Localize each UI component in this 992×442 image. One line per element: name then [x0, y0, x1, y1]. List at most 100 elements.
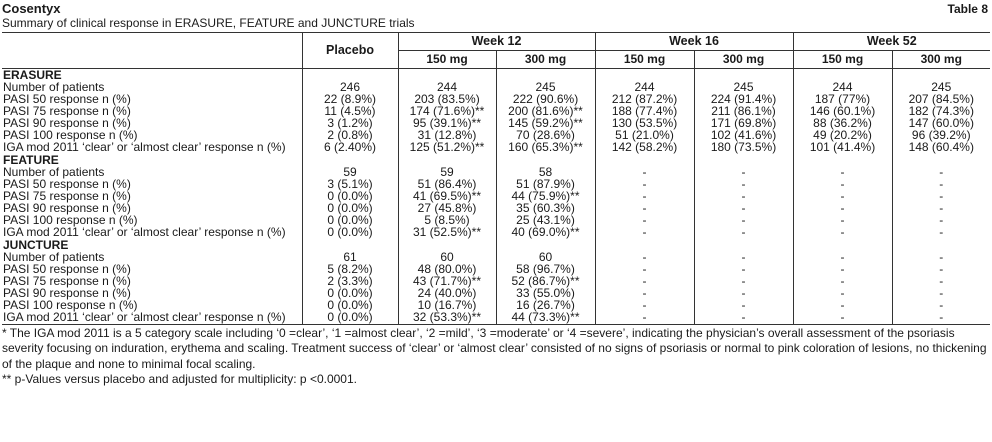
dose-header-w52-300: 300 mg: [891, 50, 990, 69]
table-row: PASI 50 response n (%) 5 (8.2%) 48 (80.0%)…: [2, 264, 990, 276]
table-cell: 148 (60.4%): [891, 142, 990, 154]
table-cell: 59: [301, 167, 398, 179]
table-cell: 222 (90.6%): [495, 94, 595, 106]
section-spacer-cell: [397, 154, 496, 167]
table-cell: -: [792, 312, 892, 325]
section-spacer-cell: [792, 239, 892, 252]
table-cell: 3 (1.2%): [301, 118, 398, 130]
section-spacer-cell: [693, 154, 793, 167]
table-cell: 244: [594, 82, 694, 94]
table-cell: 10 (16.7%): [397, 300, 496, 312]
table-cell: 180 (73.5%): [693, 142, 793, 154]
table-cell: -: [693, 179, 793, 191]
table-cell: -: [594, 276, 694, 288]
table-row: PASI 100 response n (%) 2 (0.8%) 31 (12.8%…: [2, 130, 990, 142]
table-cell: 41 (69.5%)**: [397, 191, 496, 203]
table-cell: 48 (80.0%): [397, 264, 496, 276]
section-spacer-cell: [495, 239, 595, 252]
table-row: Number of patients 61 60 60- - - -: [2, 252, 990, 264]
table-cell: -: [891, 215, 990, 227]
row-label: PASI 90 response n (%): [3, 118, 131, 130]
table-cell: 171 (69.8%): [693, 118, 793, 130]
table-cell: -: [891, 252, 990, 264]
table-cell: 51 (86.4%): [397, 179, 496, 191]
table-cell: 11 (4.5%): [301, 106, 398, 118]
table-cell: -: [891, 264, 990, 276]
table-cell: -: [594, 312, 694, 325]
label-column-header: [2, 33, 302, 69]
section-spacer-cell: [495, 68, 595, 82]
table-cell: 174 (71.6%)**: [397, 106, 496, 118]
table-cell: 43 (71.7%)**: [397, 276, 496, 288]
dose-header-w12-300: 300 mg: [495, 50, 595, 69]
table-cell: -: [594, 288, 694, 300]
section-spacer-cell: [397, 239, 496, 252]
table-row: PASI 90 response n (%) 0 (0.0%) 24 (40.0%)…: [2, 288, 990, 300]
table-cell: -: [792, 167, 892, 179]
table-cell: 96 (39.2%): [891, 130, 990, 142]
table-cell: 130 (53.5%): [594, 118, 694, 130]
table-cell: 3 (5.1%): [301, 179, 398, 191]
table-cell: -: [594, 252, 694, 264]
table-cell: 58: [495, 167, 595, 179]
table-cell: 35 (60.3%): [495, 203, 595, 215]
table-cell: 0 (0.0%): [301, 203, 398, 215]
section-header-row: ERASURE: [2, 68, 990, 82]
row-label: PASI 50 response n (%): [3, 264, 131, 276]
table-cell: 200 (81.6%)**: [495, 106, 595, 118]
table-row: IGA mod 2011 ‘clear’ or ‘almost clear’ r…: [2, 142, 990, 154]
table-cell: 182 (74.3%): [891, 106, 990, 118]
row-label: IGA mod 2011 ‘clear’ or ‘almost clear’ r…: [3, 227, 286, 239]
row-label: PASI 100 response n (%): [3, 215, 138, 227]
table-cell: 207 (84.5%): [891, 94, 990, 106]
table-cell: 2 (3.3%): [301, 276, 398, 288]
table-cell: -: [693, 227, 793, 239]
table-cell: 6 (2.40%): [301, 142, 398, 154]
table-cell: 212 (87.2%): [594, 94, 694, 106]
table-cell: 147 (60.0%): [891, 118, 990, 130]
table-cell: 244: [397, 82, 496, 94]
table-cell: 101 (41.4%): [792, 142, 892, 154]
table-row: PASI 50 response n (%) 3 (5.1%) 51 (86.4%)…: [2, 179, 990, 191]
row-label: Number of patients: [3, 167, 105, 179]
table-number: Table 8: [947, 2, 988, 16]
table-cell: 49 (20.2%): [792, 130, 892, 142]
table-cell: -: [693, 312, 793, 325]
table-cell: 88 (36.2%): [792, 118, 892, 130]
section-header-row: FEATURE: [2, 154, 990, 167]
table-cell: 244: [792, 82, 892, 94]
table-cell: 58 (96.7%): [495, 264, 595, 276]
table-cell: 0 (0.0%): [301, 288, 398, 300]
week-12-header: Week 12: [397, 32, 595, 51]
table-cell: -: [792, 276, 892, 288]
footnotes: * The IGA mod 2011 is a 5 category scale…: [2, 326, 990, 387]
table-cell: 245: [495, 82, 595, 94]
table-cell: 145 (59.2%)**: [495, 118, 595, 130]
row-label: PASI 75 response n (%): [3, 191, 131, 203]
table-cell: -: [792, 215, 892, 227]
week-16-header: Week 16: [594, 32, 793, 51]
table-cell: 0 (0.0%): [301, 191, 398, 203]
table-row: PASI 75 response n (%) 2 (3.3%) 43 (71.7%)…: [2, 276, 990, 288]
table-cell: -: [594, 179, 694, 191]
table-cell: 70 (28.6%): [495, 130, 595, 142]
table-cell: -: [594, 203, 694, 215]
table-cell: 51 (21.0%): [594, 130, 694, 142]
table-row: Number of patients 59 59 58- - - -: [2, 167, 990, 179]
table-cell: 245: [693, 82, 793, 94]
table-cell: -: [792, 288, 892, 300]
section-spacer-cell: [594, 68, 694, 82]
table-cell: -: [891, 191, 990, 203]
table-row: Number of patients 246 244 245 244 245 244 245: [2, 82, 990, 94]
table-row: PASI 50 response n (%) 22 (8.9%) 203 (83.5…: [2, 94, 990, 106]
row-label: PASI 50 response n (%): [3, 94, 131, 106]
table-cell: 32 (53.3%)**: [397, 312, 496, 325]
section-title: JUNCTURE: [3, 239, 69, 252]
document-header: Cosentyx Table 8: [2, 1, 990, 16]
table-row: PASI 100 response n (%) 0 (0.0%) 10 (16.7%…: [2, 300, 990, 312]
table-cell: -: [594, 227, 694, 239]
row-label: PASI 100 response n (%): [3, 130, 138, 142]
table-cell: 31 (12.8%): [397, 130, 496, 142]
table-cell: 2 (0.8%): [301, 130, 398, 142]
table-cell: 203 (83.5%): [397, 94, 496, 106]
